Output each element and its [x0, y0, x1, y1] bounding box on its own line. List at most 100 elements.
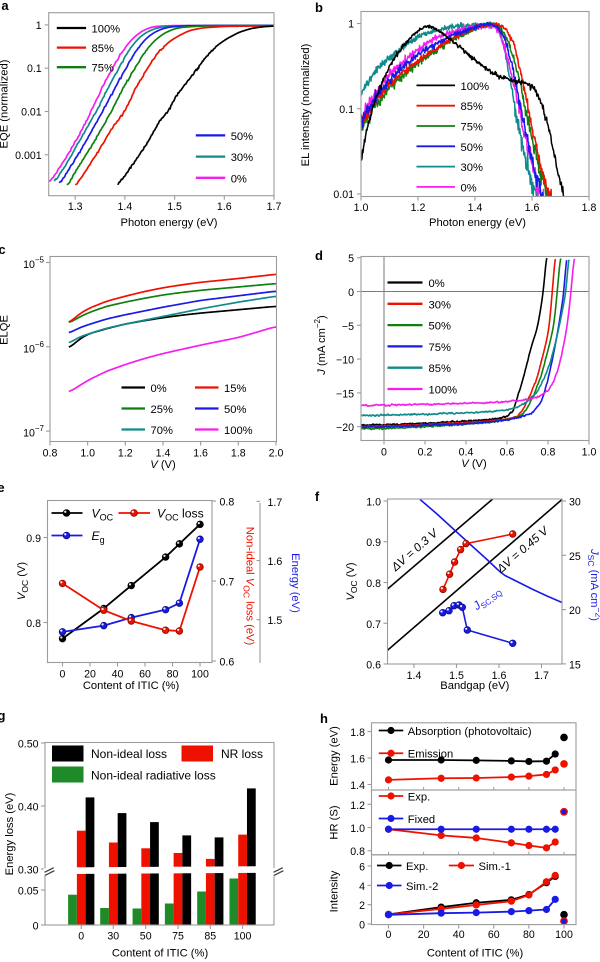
svg-text:1.5: 1.5 [268, 615, 283, 627]
svg-text:1.4: 1.4 [118, 201, 133, 213]
svg-text:0.01: 0.01 [21, 107, 42, 119]
svg-text:c: c [0, 242, 6, 257]
svg-text:1.2: 1.2 [350, 800, 365, 812]
svg-text:0.4: 0.4 [459, 447, 474, 459]
svg-text:0.8: 0.8 [366, 578, 381, 590]
svg-text:1.0: 1.0 [366, 497, 381, 509]
svg-text:40: 40 [453, 929, 465, 941]
svg-text:0.001: 0.001 [15, 150, 42, 162]
svg-text:0.9: 0.9 [366, 537, 381, 549]
svg-text:Content of ITIC (%): Content of ITIC (%) [112, 948, 209, 960]
svg-text:1.6: 1.6 [217, 201, 232, 213]
svg-text:50: 50 [140, 931, 152, 943]
svg-text:2.0: 2.0 [269, 448, 284, 460]
svg-text:−20: −20 [336, 422, 354, 434]
svg-text:g: g [0, 708, 6, 723]
svg-text:Emission: Emission [408, 749, 453, 761]
svg-text:Energy loss (eV): Energy loss (eV) [4, 792, 16, 875]
svg-text:0.7: 0.7 [220, 577, 235, 589]
svg-text:1.0: 1.0 [80, 448, 95, 460]
svg-text:J (mA cm−2): J (mA cm−2) [313, 315, 328, 376]
svg-text:75: 75 [172, 931, 184, 943]
svg-text:0.7: 0.7 [366, 619, 381, 631]
svg-text:Sim.-2: Sim.-2 [406, 881, 438, 893]
svg-text:V (V): V (V) [150, 459, 176, 471]
svg-text:Bandgap (eV): Bandgap (eV) [440, 680, 509, 692]
svg-text:1.8: 1.8 [350, 727, 365, 739]
svg-text:85%: 85% [461, 101, 483, 113]
svg-text:70%: 70% [151, 425, 173, 437]
svg-text:Non-ideal loss: Non-ideal loss [91, 747, 167, 761]
svg-text:25%: 25% [151, 404, 173, 416]
svg-text:20: 20 [84, 669, 96, 681]
svg-text:6: 6 [359, 862, 365, 874]
svg-text:60: 60 [139, 669, 151, 681]
svg-text:Photon energy (eV): Photon energy (eV) [429, 217, 526, 229]
svg-text:Exp.: Exp. [408, 792, 430, 804]
svg-text:Content of ITIC (%): Content of ITIC (%) [83, 680, 180, 692]
svg-text:0.05: 0.05 [18, 886, 39, 898]
svg-text:75%: 75% [429, 342, 451, 354]
svg-text:EL intensity (normalized): EL intensity (normalized) [300, 43, 312, 166]
svg-text:20: 20 [569, 605, 581, 617]
svg-text:1.0: 1.0 [354, 202, 369, 214]
svg-text:80: 80 [523, 929, 535, 941]
svg-text:20: 20 [418, 929, 430, 941]
svg-text:0.50: 0.50 [18, 739, 39, 751]
svg-text:50%: 50% [224, 404, 246, 416]
svg-text:0.2: 0.2 [418, 447, 433, 459]
svg-text:1.4: 1.4 [350, 780, 365, 792]
svg-text:1.6: 1.6 [193, 448, 208, 460]
svg-text:Absorption (photovoltaic): Absorption (photovoltaic) [408, 726, 532, 738]
svg-text:1.0: 1.0 [582, 447, 597, 459]
svg-text:0.40: 0.40 [18, 802, 39, 814]
svg-text:Photon energy (eV): Photon energy (eV) [120, 217, 217, 229]
svg-text:Exp.: Exp. [406, 861, 428, 873]
svg-text:30%: 30% [429, 299, 451, 311]
svg-text:50%: 50% [231, 131, 253, 143]
svg-text:0%: 0% [151, 383, 167, 395]
svg-text:Energy (eV): Energy (eV) [329, 726, 341, 786]
svg-text:75%: 75% [461, 122, 483, 134]
svg-text:f: f [315, 489, 320, 504]
svg-text:30: 30 [569, 497, 581, 509]
svg-text:VOC: VOC [92, 507, 114, 523]
svg-text:Non-ideal VOC loss (eV): Non-ideal VOC loss (eV) [242, 527, 256, 646]
svg-text:1.7: 1.7 [534, 670, 549, 682]
svg-text:0.1: 0.1 [339, 104, 354, 116]
svg-text:1.8: 1.8 [231, 448, 246, 460]
svg-text:0.8: 0.8 [43, 448, 58, 460]
svg-text:85%: 85% [429, 363, 451, 375]
svg-text:30%: 30% [231, 152, 253, 164]
svg-text:0%: 0% [231, 173, 247, 185]
svg-text:0: 0 [78, 931, 84, 943]
svg-text:0.01: 0.01 [333, 189, 354, 201]
svg-text:1.0: 1.0 [350, 823, 365, 835]
svg-text:1: 1 [348, 19, 354, 31]
svg-text:50%: 50% [429, 321, 451, 333]
svg-text:2: 2 [359, 900, 365, 912]
svg-text:100%: 100% [461, 81, 490, 93]
svg-text:25: 25 [569, 551, 581, 563]
svg-text:0.6: 0.6 [220, 657, 235, 669]
svg-text:0: 0 [359, 920, 365, 932]
svg-text:1.7: 1.7 [267, 201, 282, 213]
svg-text:1.2: 1.2 [118, 448, 133, 460]
svg-text:JSC (mA cm−2): JSC (mA cm−2) [586, 548, 600, 621]
svg-text:VOC (V): VOC (V) [16, 562, 30, 601]
svg-text:1.4: 1.4 [407, 670, 422, 682]
svg-text:VOC (V): VOC (V) [345, 562, 359, 601]
svg-text:0.9: 0.9 [26, 533, 41, 545]
svg-text:0: 0 [386, 929, 392, 941]
svg-text:100%: 100% [92, 24, 121, 36]
svg-text:0.30: 0.30 [18, 865, 39, 877]
svg-text:e: e [0, 480, 5, 495]
svg-text:Eg: Eg [92, 529, 105, 545]
svg-text:Non-ideal radiative loss: Non-ideal radiative loss [91, 769, 216, 783]
svg-text:80: 80 [167, 669, 179, 681]
svg-text:1.6: 1.6 [525, 202, 540, 214]
svg-text:1.3: 1.3 [68, 201, 83, 213]
svg-text:100: 100 [234, 931, 252, 943]
svg-text:0: 0 [60, 669, 66, 681]
svg-text:0: 0 [33, 921, 39, 933]
